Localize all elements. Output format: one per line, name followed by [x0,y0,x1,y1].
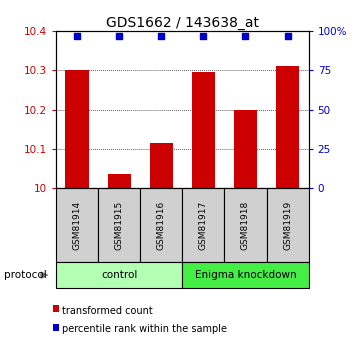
Point [285,33,291,39]
Bar [266,188,309,262]
Point [158,33,164,39]
Bar [225,188,266,262]
Bar [276,66,299,188]
Bar [140,188,182,262]
Bar [192,72,215,188]
Bar [234,110,257,188]
Text: control: control [101,270,137,280]
Text: GSM81916: GSM81916 [157,200,166,250]
Bar [150,143,173,188]
Point [116,33,122,39]
Point [200,33,206,39]
Text: percentile rank within the sample: percentile rank within the sample [62,325,227,334]
Text: GSM81915: GSM81915 [115,200,123,250]
Text: transformed count: transformed count [62,306,153,315]
Bar [53,324,60,331]
Bar [56,188,98,262]
Point [243,33,248,39]
Point [74,33,80,39]
Bar [182,188,225,262]
Text: GSM81914: GSM81914 [73,200,82,250]
Title: GDS1662 / 143638_at: GDS1662 / 143638_at [106,16,259,30]
Bar [65,70,88,188]
Text: GSM81918: GSM81918 [241,200,250,250]
Text: GSM81919: GSM81919 [283,200,292,250]
Bar [53,306,60,313]
Bar [182,262,309,288]
Bar [98,188,140,262]
Text: protocol: protocol [4,270,46,280]
Bar [108,174,131,188]
Text: Enigma knockdown: Enigma knockdown [195,270,296,280]
Bar [56,262,182,288]
Text: GSM81917: GSM81917 [199,200,208,250]
